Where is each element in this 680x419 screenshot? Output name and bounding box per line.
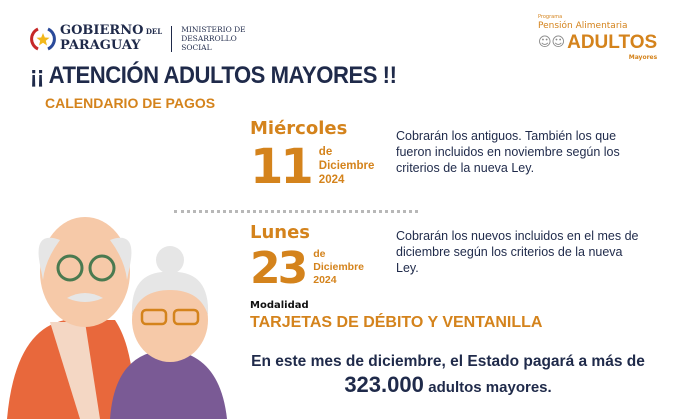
footer-message: En este mes de diciembre, el Estado paga… [251, 353, 645, 397]
elderly-couple-icon: ☺☺ [538, 35, 566, 50]
payment-description-1: Cobrarán los antiguos. También los que f… [396, 129, 620, 175]
payment-description-2: Cobrarán los nuevos incluidos en el mes … [396, 229, 639, 275]
dotted-divider [174, 210, 418, 213]
gobierno-logo: GOBIERNO DEL PARAGUAY MINISTERIO DE DESARR… [30, 24, 246, 53]
elderly-couple-illustration [7, 217, 227, 419]
divider [171, 25, 173, 52]
modality-value: TARJETAS DE DÉBITO Y VENTANILLA [250, 314, 543, 331]
subtitle: CALENDARIO DE PAGOS [45, 95, 216, 111]
program-logo: Programa Pensión Alimentaria ☺☺ ADULTOS M… [538, 14, 658, 61]
modality-label: Modalidad [250, 300, 309, 311]
payment-date-1: Miércoles 11 de Diciembre 2024 [250, 118, 375, 195]
gov-name: GOBIERNO DEL PARAGUAY [60, 23, 163, 53]
ministry-name: MINISTERIO DE DESARROLLO SOCIAL [181, 25, 246, 52]
seal-icon [30, 27, 56, 50]
main-title: ¡¡ ATENCIÓN ADULTOS MAYORES !! [30, 62, 397, 89]
payment-date-2: Lunes 23 de Diciembre 2024 [250, 222, 365, 294]
